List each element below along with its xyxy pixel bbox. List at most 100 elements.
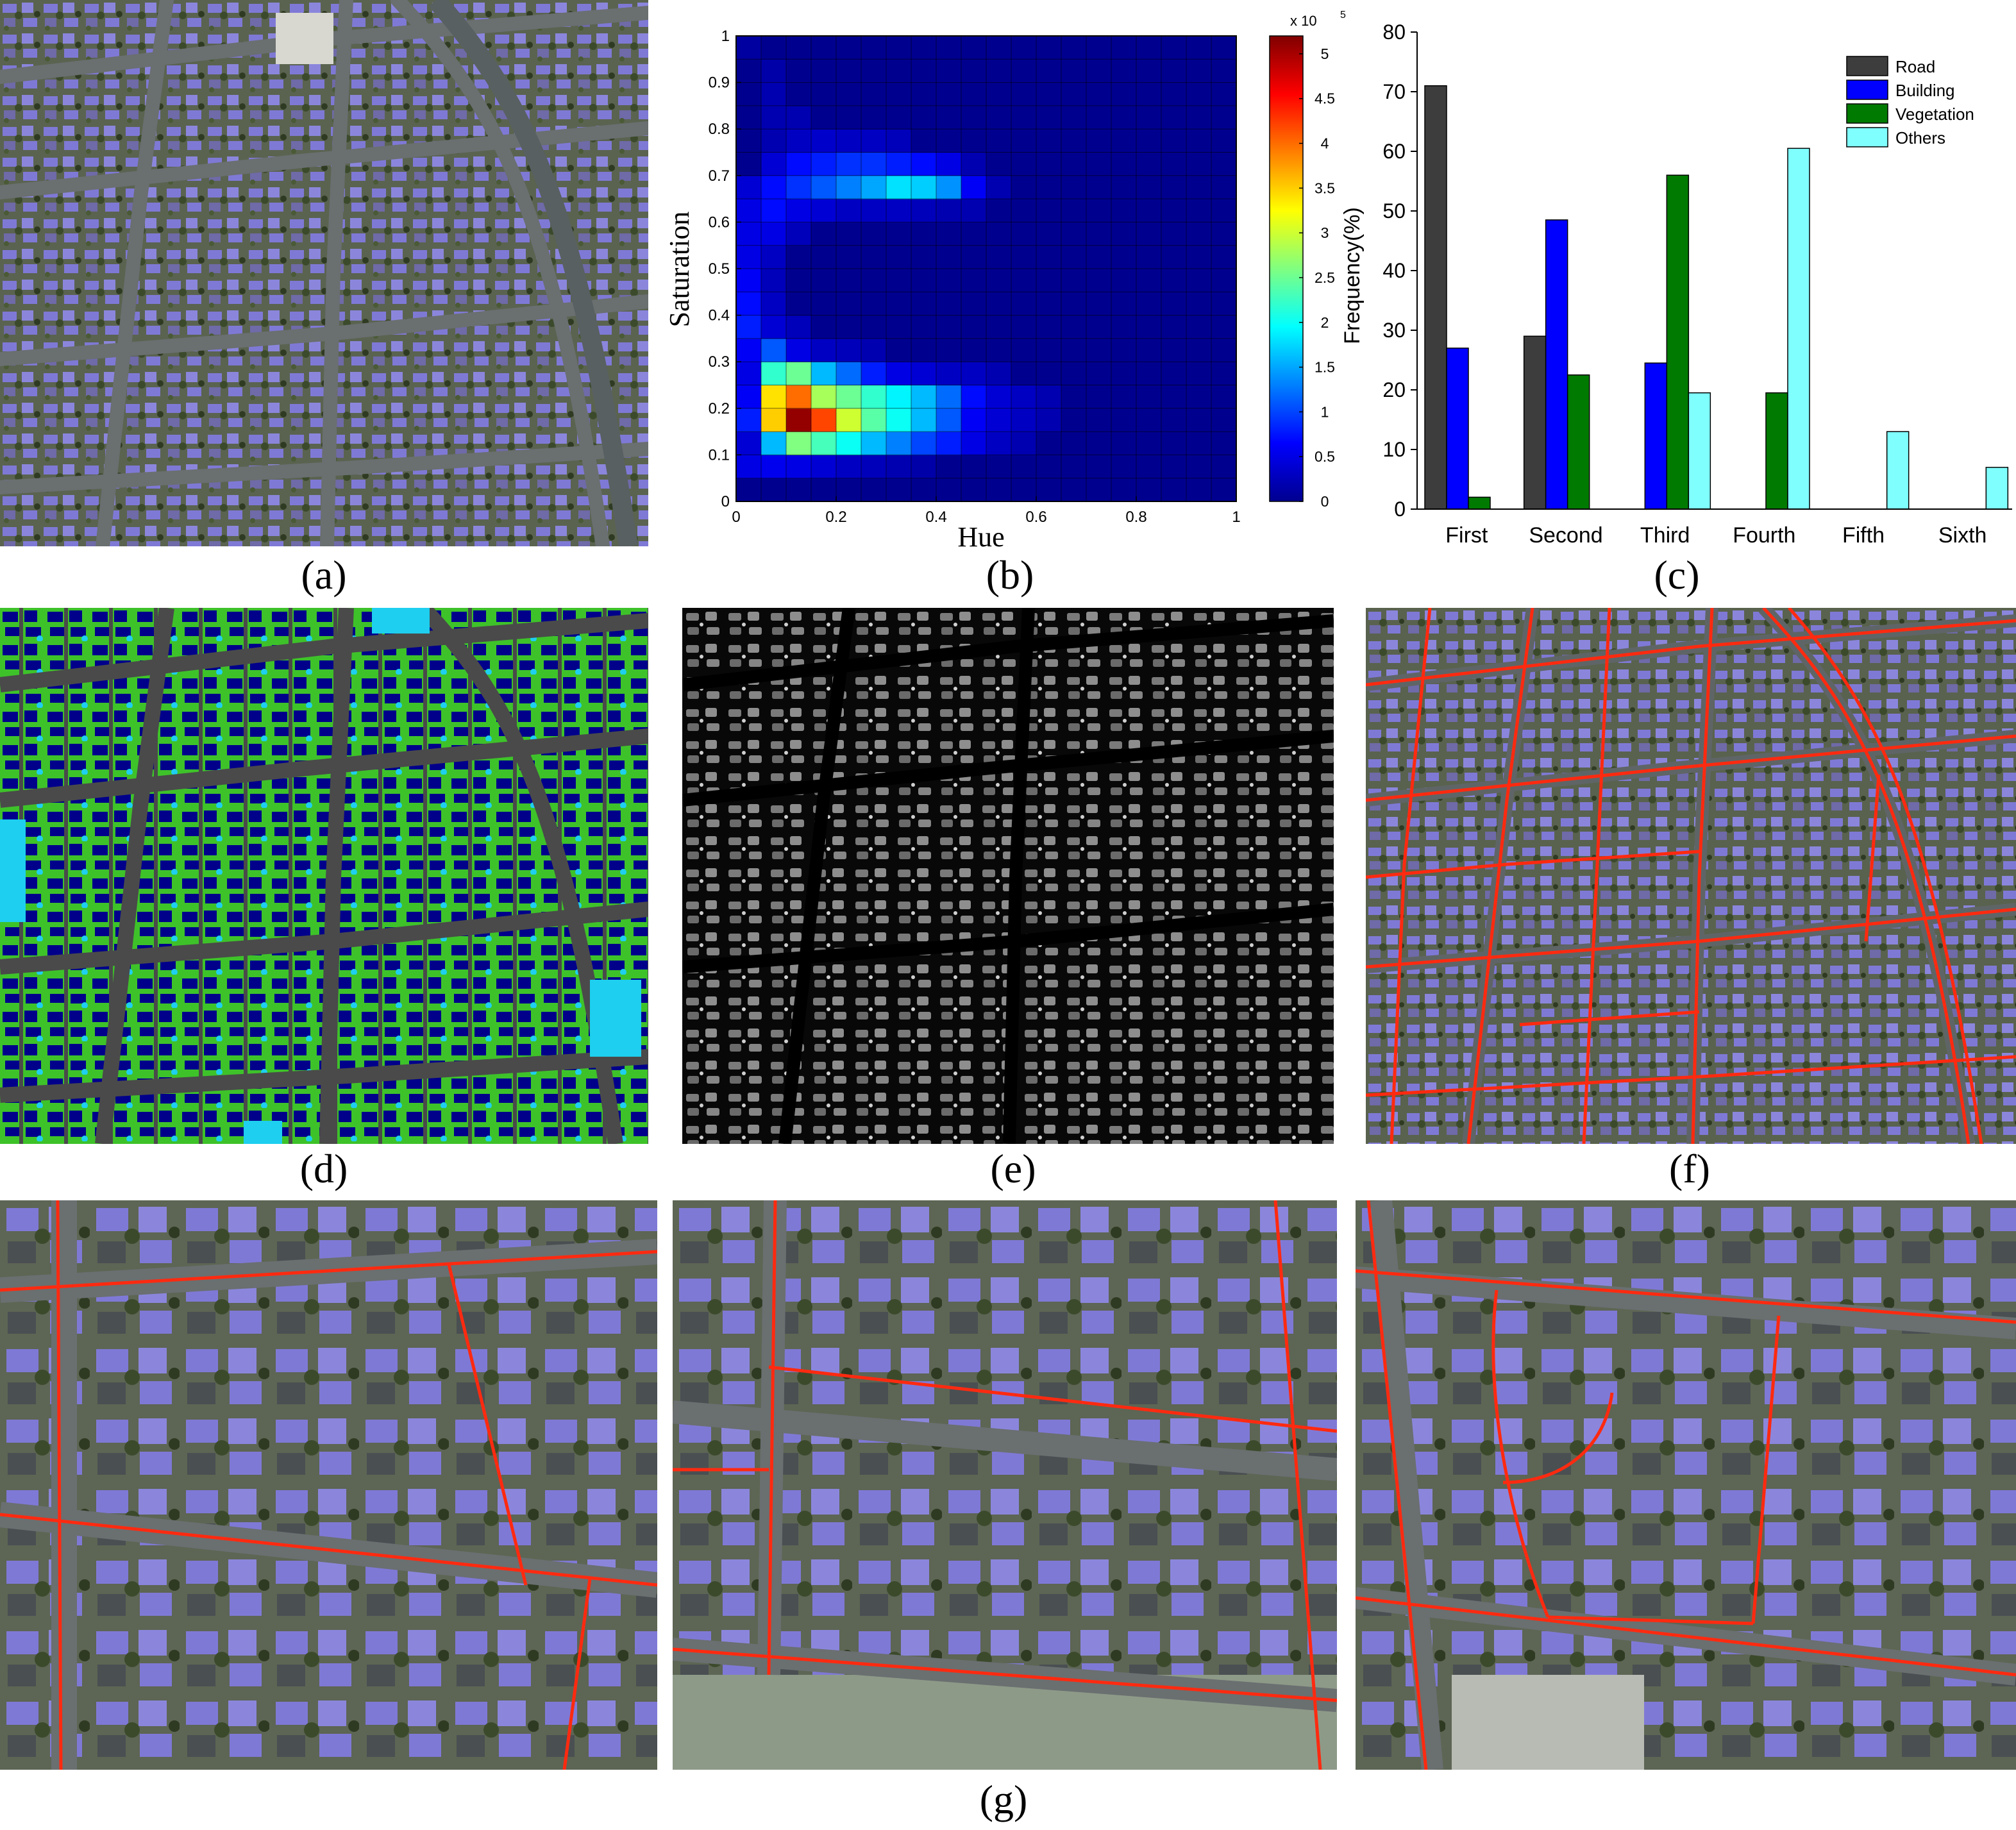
heatmap-cell <box>861 199 887 222</box>
heatmap-cell <box>986 408 1012 432</box>
heatmap-cell <box>961 338 987 362</box>
heatmap-cell <box>811 222 837 246</box>
heatmap-cell <box>961 82 987 106</box>
heatmap-ytick-label: 0.4 <box>709 307 730 324</box>
heatmap-cell <box>986 152 1012 176</box>
heatmap-cell <box>1061 105 1087 130</box>
heatmap-cell <box>761 292 787 316</box>
heatmap-cell <box>936 478 962 502</box>
heatmap-cell <box>986 129 1012 153</box>
heatmap-cell <box>886 36 912 60</box>
heatmap-cell <box>1186 175 1212 199</box>
heatmap-cell <box>1136 222 1162 246</box>
heatmap-cell <box>1011 269 1037 292</box>
heatmap-cell <box>786 408 812 432</box>
heatmap-cell <box>1086 455 1112 479</box>
colorbar-tick-label: 0.5 <box>1315 448 1335 465</box>
heatmap-cell <box>1136 362 1162 385</box>
bar-others <box>1787 147 1810 510</box>
bar-vegetation <box>1567 374 1590 510</box>
heatmap-cell <box>986 245 1012 269</box>
heatmap-cell <box>1061 362 1087 385</box>
heatmap-cell <box>861 82 887 106</box>
road-overlay-image <box>1366 608 2016 1144</box>
heatmap-cell <box>1161 152 1187 176</box>
heatmap-cell <box>1086 152 1112 176</box>
heatmap-cell <box>1136 432 1162 455</box>
heatmap-cell <box>1186 385 1212 409</box>
heatmap-cell <box>911 408 937 432</box>
heatmap-cell <box>961 222 987 246</box>
heatmap-cell <box>1161 362 1187 385</box>
heatmap-cell <box>1186 59 1212 83</box>
heatmap-cell <box>1136 82 1162 106</box>
heatmap-cell <box>736 36 762 60</box>
heatmap-cell <box>961 362 987 385</box>
heatmap-cell <box>811 245 837 269</box>
heatmap-cell <box>1186 292 1212 316</box>
caption-a: (a) <box>301 552 347 598</box>
heatmap-cell <box>786 59 812 83</box>
heatmap-cell <box>811 175 837 199</box>
heatmap-cell <box>1036 222 1062 246</box>
heatmap-cell <box>911 478 937 502</box>
heatmap-cell <box>861 129 887 153</box>
heatmap-cell <box>786 152 812 176</box>
heatmap-ytick-label: 0.6 <box>709 214 730 231</box>
heatmap-cell <box>736 432 762 455</box>
heatmap-ytick-label: 0.3 <box>709 353 730 371</box>
heatmap-cell <box>1011 338 1037 362</box>
heatmap-cell <box>761 455 787 479</box>
heatmap-cell <box>1211 129 1237 153</box>
heatmap-cell <box>761 105 787 130</box>
heatmap-cell <box>1086 59 1112 83</box>
heatmap-cell <box>911 292 937 316</box>
heatmap-ytick-label: 0.7 <box>709 167 730 185</box>
heatmap-cell <box>761 338 787 362</box>
heatmap-cell <box>886 129 912 153</box>
heatmap-cell <box>761 362 787 385</box>
heatmap-cell <box>1161 478 1187 502</box>
heatmap-cell <box>861 292 887 316</box>
heatmap-cell <box>986 385 1012 409</box>
heatmap-cell <box>736 129 762 153</box>
heatmap-cell <box>986 105 1012 130</box>
heatmap-ytick-label: 1 <box>721 28 730 45</box>
heatmap-cell <box>886 269 912 292</box>
heatmap-cell <box>936 455 962 479</box>
heatmap-cell <box>736 478 762 502</box>
heatmap-cell <box>1211 175 1237 199</box>
heatmap-cell <box>911 315 937 339</box>
heatmap-ytick-label: 0.5 <box>709 260 730 278</box>
heatmap-cell <box>1186 152 1212 176</box>
colorbar-tick-label: 4 <box>1321 135 1329 152</box>
heatmap-cell <box>811 408 837 432</box>
heatmap-cell <box>761 385 787 409</box>
heatmap-cell <box>936 245 962 269</box>
heatmap-cell <box>1036 36 1062 60</box>
heatmap-ytick-label: 0.2 <box>709 400 730 417</box>
heatmap-cell <box>786 36 812 60</box>
heatmap-cell <box>961 455 987 479</box>
heatmap-cell <box>811 105 837 130</box>
heatmap-cell <box>861 432 887 455</box>
heatmap-xtick-label: 0 <box>732 508 740 526</box>
heatmap-cell <box>1061 175 1087 199</box>
heatmap-cell <box>961 129 987 153</box>
heatmap-cell <box>936 292 962 316</box>
heatmap-cell <box>1161 59 1187 83</box>
heatmap-cell <box>1186 199 1212 222</box>
heatmap-cell <box>861 245 887 269</box>
heatmap-cell <box>861 362 887 385</box>
heatmap-cell <box>786 315 812 339</box>
heatmap-cell <box>1036 455 1062 479</box>
heatmap-cell <box>811 199 837 222</box>
heatmap-cell <box>936 199 962 222</box>
heatmap-cell <box>1036 105 1062 130</box>
heatmap-cell <box>1061 199 1087 222</box>
heatmap-cell <box>811 385 837 409</box>
heatmap-cell <box>736 222 762 246</box>
heatmap-cell <box>1136 245 1162 269</box>
heatmap-cell <box>936 269 962 292</box>
bar-others <box>1688 392 1711 510</box>
